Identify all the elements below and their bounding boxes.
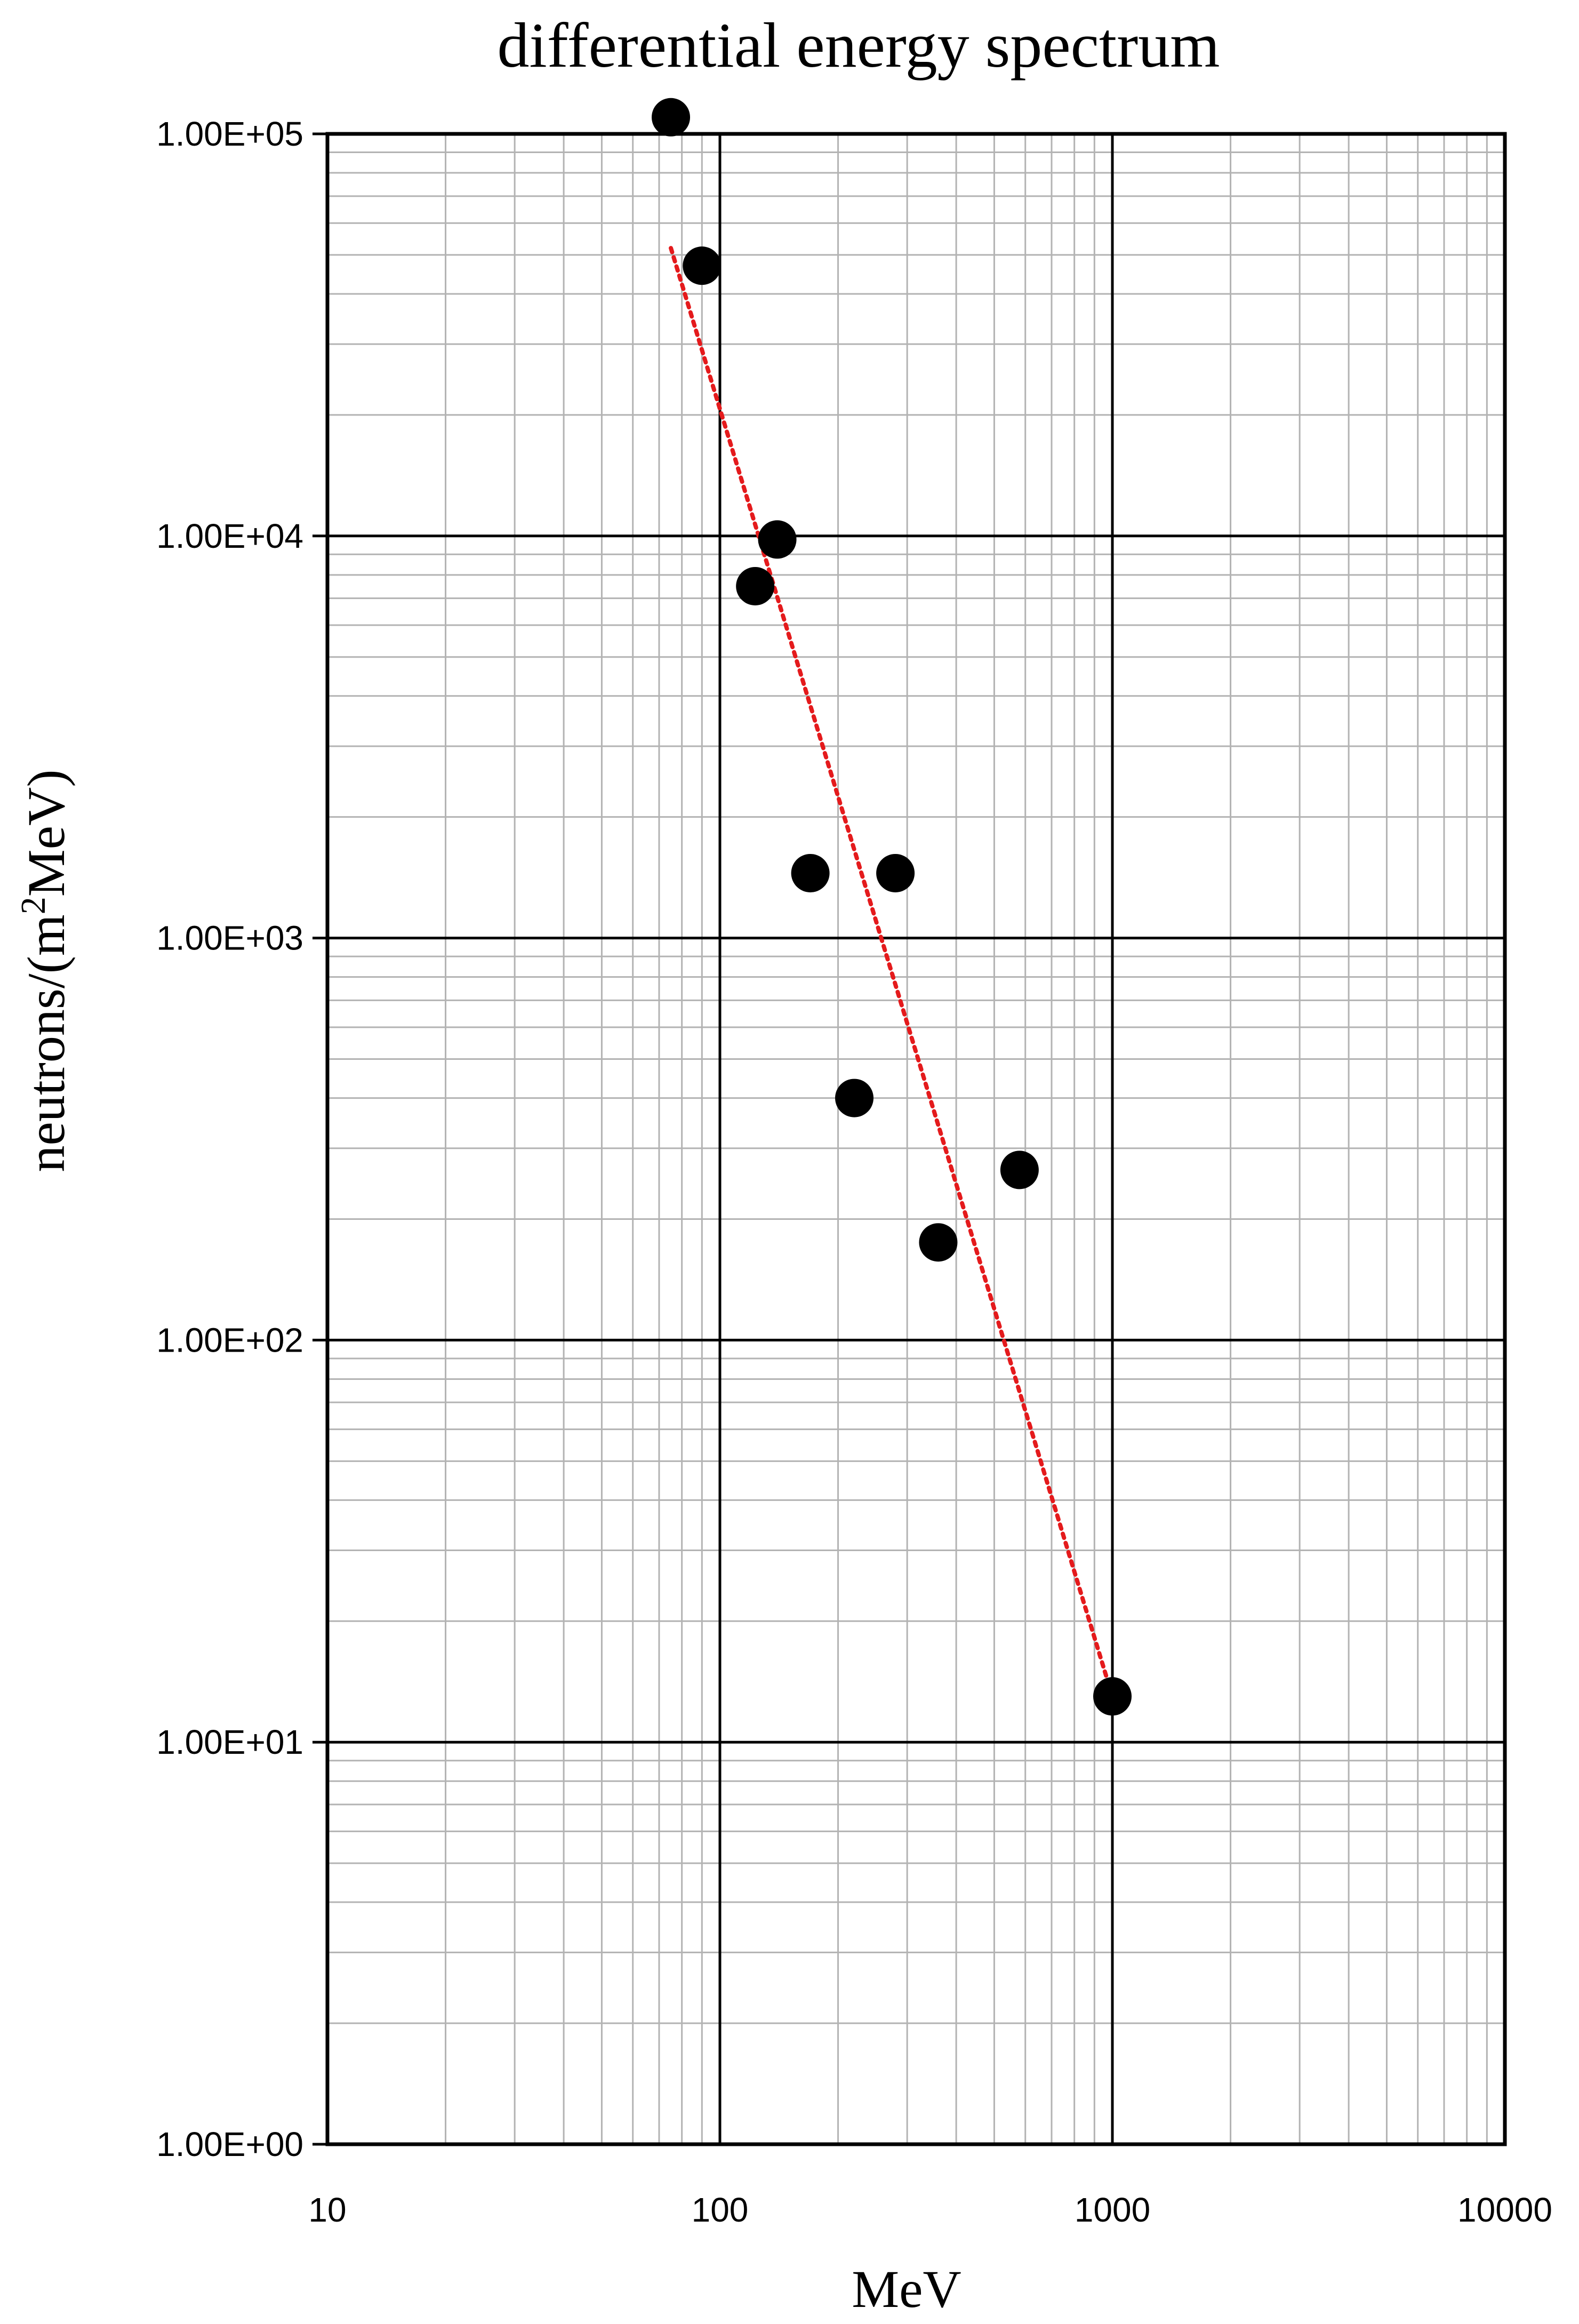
y-axis-title: neutrons/(m2MeV) <box>14 769 76 1172</box>
y-tick-label: 1.00E+04 <box>156 517 303 555</box>
data-point <box>876 853 915 892</box>
y-tick-label: 1.00E+03 <box>156 919 303 957</box>
y-axis-title-tail: MeV) <box>17 769 76 897</box>
plot-frame <box>325 132 1507 2146</box>
x-tick-label: 10000 <box>1457 2191 1552 2229</box>
x-tick-label: 100 <box>692 2191 749 2229</box>
y-tick-label: 1.00E+00 <box>156 2125 303 2163</box>
data-point <box>919 1223 958 1262</box>
chart-title: differential energy spectrum <box>497 10 1220 81</box>
data-point <box>1093 1677 1132 1716</box>
data-point <box>1000 1151 1039 1189</box>
data-point <box>736 566 775 605</box>
trendline <box>669 246 1115 1699</box>
y-tick-label: 1.00E+05 <box>156 115 303 153</box>
y-axis-title-main: neutrons/(m <box>17 914 76 1172</box>
data-point <box>835 1079 874 1117</box>
trend-layer <box>669 246 1115 1699</box>
x-tick-label: 10 <box>308 2191 346 2229</box>
data-point <box>683 246 722 285</box>
y-tick-label: 1.00E+02 <box>156 1321 303 1359</box>
grid-layer <box>312 132 1507 2146</box>
data-point <box>758 520 797 559</box>
y-tick-labels: 1.00E+00 1.00E+01 1.00E+02 1.00E+03 1.00E+04… <box>156 115 303 2163</box>
x-tick-labels: 10 100 1000 10000 <box>308 2191 1552 2229</box>
x-axis-title: MeV <box>852 2259 961 2319</box>
y-tick-label: 1.00E+01 <box>156 1723 303 1761</box>
points-layer <box>652 98 1132 1716</box>
data-point <box>791 853 830 892</box>
data-point <box>652 98 691 137</box>
x-tick-label: 1000 <box>1075 2191 1150 2229</box>
y-axis-title-superscript: 2 <box>14 897 53 914</box>
